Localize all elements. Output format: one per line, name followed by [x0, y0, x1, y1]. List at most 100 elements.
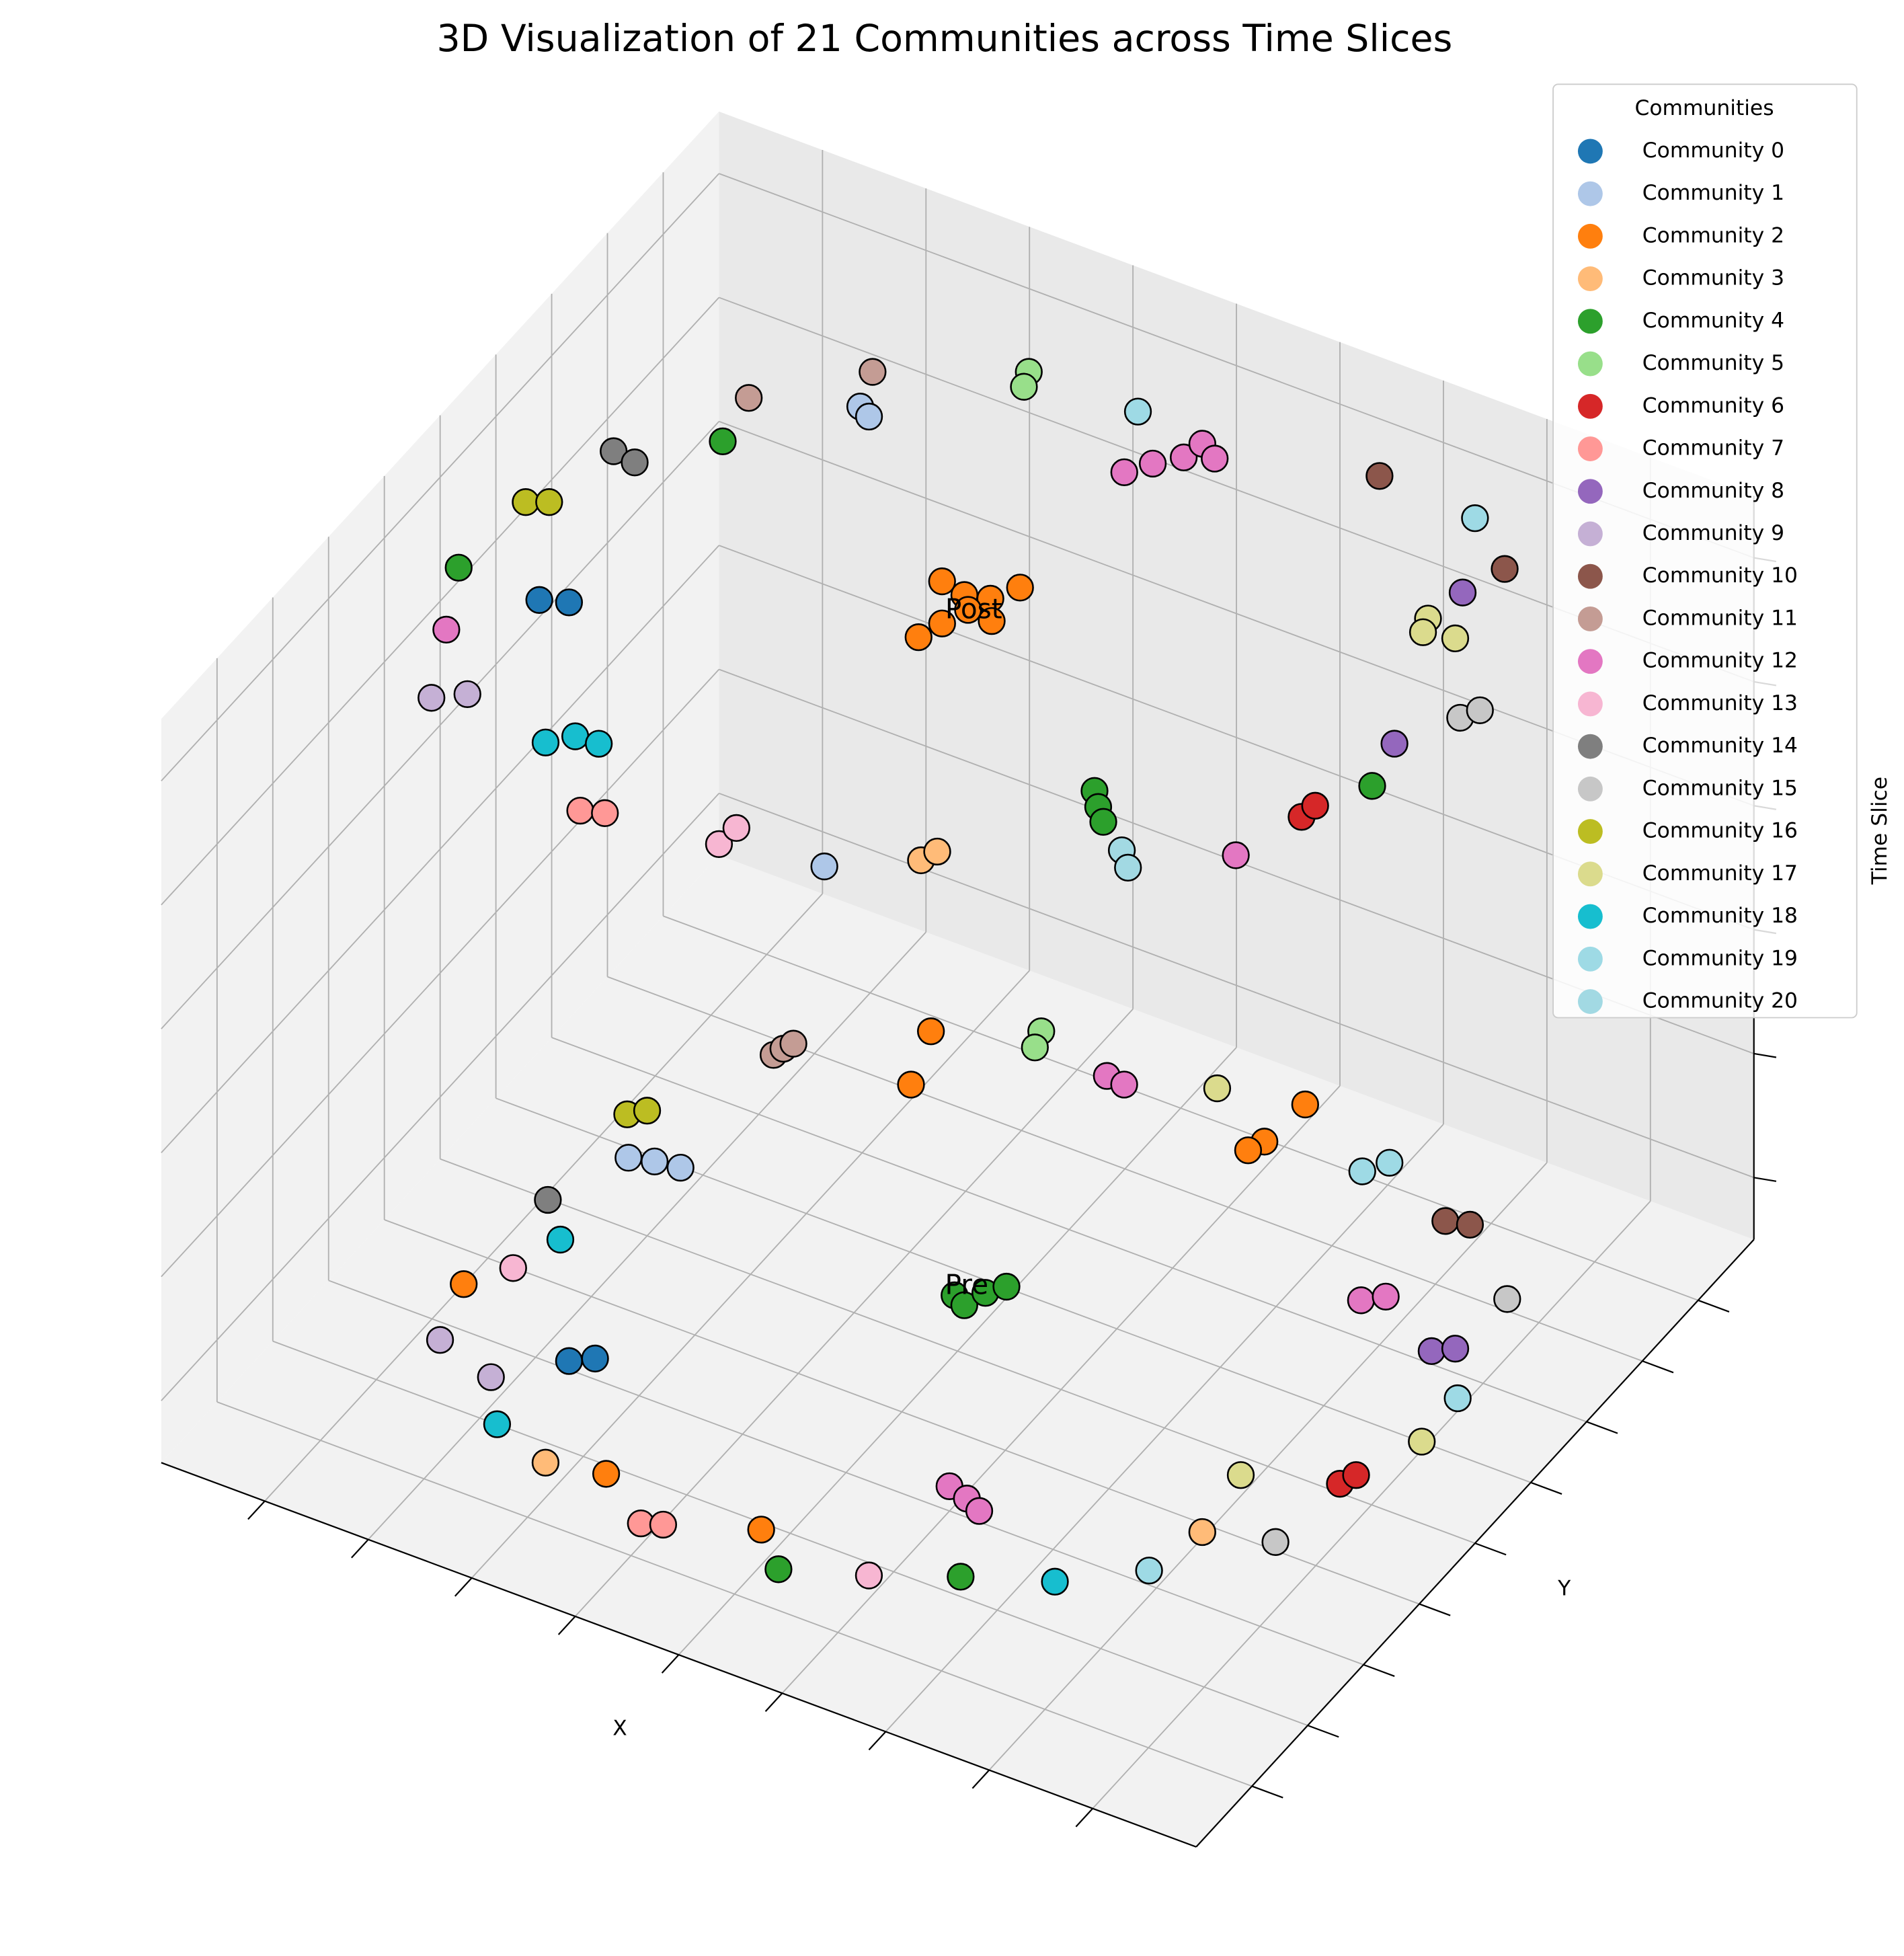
legend-label: Community 11	[1642, 606, 1798, 630]
point	[649, 1510, 678, 1539]
legend-label: Community 5	[1642, 351, 1784, 375]
point	[1441, 624, 1470, 653]
legend-label: Community 20	[1642, 989, 1798, 1013]
point	[1123, 397, 1152, 426]
grid-line	[161, 173, 720, 782]
point	[1408, 1427, 1436, 1456]
point	[1110, 1070, 1138, 1099]
point	[1372, 1282, 1400, 1311]
point	[1010, 373, 1038, 401]
point	[1006, 574, 1034, 602]
x-tick	[971, 1769, 990, 1789]
grid-line	[161, 297, 720, 906]
point	[592, 1460, 621, 1488]
x-tick	[454, 1577, 473, 1597]
grid-line	[663, 915, 1699, 1301]
legend-label: Community 14	[1642, 734, 1798, 758]
point	[1301, 791, 1329, 820]
legend-marker	[1577, 563, 1603, 589]
point	[978, 607, 1006, 635]
point	[1376, 1148, 1404, 1177]
point	[531, 728, 560, 756]
point	[444, 553, 473, 582]
point	[525, 586, 553, 614]
point	[705, 830, 733, 858]
legend-marker	[1577, 139, 1603, 164]
grid-line	[161, 421, 720, 1029]
annotation: Post	[945, 593, 1002, 625]
point	[810, 852, 838, 881]
legend-label: Community 3	[1642, 266, 1784, 290]
grid-line	[161, 668, 720, 1278]
legend-marker	[1577, 181, 1603, 206]
point	[1138, 449, 1167, 478]
point	[1135, 1557, 1163, 1585]
point	[621, 448, 649, 477]
point	[531, 1448, 560, 1477]
point	[534, 1185, 562, 1214]
legend-label: Community 7	[1642, 436, 1784, 461]
point	[722, 814, 750, 843]
point	[483, 1410, 512, 1438]
point	[1188, 1518, 1216, 1547]
point	[1226, 1461, 1255, 1489]
point	[585, 730, 613, 758]
point	[561, 722, 590, 750]
point	[747, 1516, 775, 1544]
legend-label: Community 10	[1642, 563, 1798, 588]
point	[1448, 578, 1477, 607]
grid-line	[551, 1037, 1587, 1423]
legend-marker	[1577, 223, 1603, 249]
grid-line	[161, 545, 720, 1154]
point	[1089, 808, 1117, 836]
point	[640, 1147, 669, 1176]
point	[1110, 458, 1138, 486]
legend-marker	[1577, 607, 1603, 631]
x-tick	[661, 1654, 680, 1674]
legend-marker	[1577, 266, 1603, 292]
point	[709, 427, 737, 456]
x-axis-label: X	[612, 1717, 627, 1741]
legend-title: Communities	[1634, 96, 1774, 120]
point	[1493, 1285, 1521, 1313]
point	[1409, 618, 1437, 646]
legend-marker	[1577, 904, 1603, 929]
point	[965, 1497, 994, 1525]
z-axis-label: Time Slice	[1868, 777, 1892, 885]
point	[1417, 1337, 1446, 1366]
point	[453, 680, 481, 708]
point	[1456, 1210, 1484, 1239]
legend-marker	[1577, 479, 1603, 504]
point	[1466, 696, 1494, 724]
point	[904, 623, 933, 652]
z-tick	[1753, 1177, 1777, 1182]
x-tick	[868, 1731, 887, 1751]
point	[1342, 1461, 1370, 1489]
grid-line	[216, 1401, 1253, 1787]
point	[928, 567, 956, 596]
point	[1443, 1384, 1472, 1413]
point	[1431, 1207, 1460, 1235]
point	[499, 1254, 527, 1282]
point	[954, 596, 982, 624]
annotation: Pre	[945, 1269, 988, 1301]
legend-label: Community 2	[1642, 223, 1784, 247]
grid-line	[272, 1340, 1308, 1726]
x-axis	[161, 1462, 1197, 1848]
point	[1441, 1335, 1470, 1363]
point	[923, 837, 951, 866]
point	[855, 1561, 883, 1590]
legend-label: Community 16	[1642, 819, 1798, 843]
point	[581, 1344, 609, 1373]
point	[859, 358, 887, 386]
legend-marker	[1577, 691, 1603, 717]
point	[779, 1029, 807, 1058]
point	[546, 1225, 575, 1254]
point	[1291, 1090, 1319, 1119]
x-tick	[557, 1616, 576, 1635]
point	[992, 1272, 1021, 1301]
legend-marker	[1577, 946, 1603, 972]
legend-label: Community 4	[1642, 309, 1784, 333]
point	[633, 1097, 662, 1125]
